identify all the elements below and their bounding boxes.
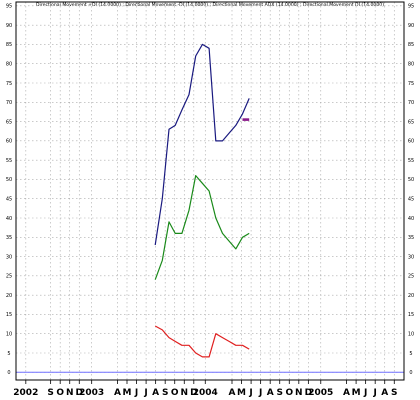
y-tick-label-left: 10: [6, 332, 12, 338]
y-tick-label-left: 80: [6, 62, 12, 68]
x-tick-label: D: [305, 388, 312, 398]
y-tick-label-left: 60: [6, 139, 12, 145]
y-tick-label-right: 65: [408, 119, 414, 125]
x-tick-label: O: [56, 388, 64, 398]
x-tick-label: 2003: [79, 388, 104, 398]
x-tick-label: J: [373, 388, 377, 398]
series-line-1: [154, 43, 250, 246]
y-tick-label-left: 90: [6, 23, 12, 29]
x-tick-label: N: [295, 388, 303, 398]
x-tick-label: J: [363, 388, 367, 398]
series-line-2: [154, 175, 250, 280]
x-tick-label: N: [180, 388, 188, 398]
y-tick-label-right: 35: [408, 235, 414, 241]
y-tick-label-left: 30: [6, 254, 12, 260]
y-tick-label-right: 50: [408, 177, 414, 183]
x-tick-label: D: [76, 388, 83, 398]
x-tick-label: A: [343, 388, 350, 398]
y-tick-label-right: 10: [408, 332, 414, 338]
y-tick-label-left: 40: [6, 216, 12, 222]
y-tick-label-right: 95: [408, 4, 414, 10]
x-tick-label: M: [237, 388, 246, 398]
y-tick-label-left: 50: [6, 177, 12, 183]
x-tick-label: D: [190, 388, 197, 398]
y-tick-label-right: 60: [408, 139, 414, 145]
y-tick-label-left: 15: [6, 312, 12, 318]
x-tick-label: J: [134, 388, 138, 398]
x-tick-label: N: [66, 388, 74, 398]
y-tick-label-left: 0: [7, 370, 10, 376]
y-tick-label-right: 75: [408, 81, 414, 87]
chart-title: Directional Movement +DI (14.0000) ; Dir…: [36, 2, 384, 8]
x-tick-label: S: [391, 388, 397, 398]
x-tick-label: J: [258, 388, 262, 398]
x-tick-label: A: [381, 388, 388, 398]
y-tick-label-left: 35: [6, 235, 12, 241]
x-tick-label: A: [152, 388, 159, 398]
y-tick-label-left: 85: [6, 42, 12, 48]
y-tick-label-left: 70: [6, 100, 12, 106]
x-tick-label: O: [285, 388, 293, 398]
x-tick-label: M: [123, 388, 132, 398]
y-tick-label-left: 5: [7, 351, 10, 357]
x-tick-label: J: [248, 388, 252, 398]
y-tick-label-right: 5: [409, 351, 412, 357]
gridlines: [16, 2, 404, 380]
y-tick-label-left: 65: [6, 119, 12, 125]
x-tick-label: A: [229, 388, 236, 398]
x-tick-label: A: [114, 388, 121, 398]
y-tick-label-left: 75: [6, 81, 12, 87]
series-layer: [154, 43, 250, 358]
y-tick-label-right: 85: [408, 42, 414, 48]
y-tick-label-right: 0: [409, 370, 412, 376]
y-tick-label-left: 25: [6, 274, 12, 280]
y-tick-label-right: 15: [408, 312, 414, 318]
y-tick-label-right: 70: [408, 100, 414, 106]
x-tick-label: J: [143, 388, 147, 398]
y-tick-label-right: 90: [408, 23, 414, 29]
y-tick-label-left: 45: [6, 197, 12, 203]
y-tick-label-left: 55: [6, 158, 12, 164]
y-tick-label-left: 95: [6, 4, 12, 10]
y-tick-label-right: 30: [408, 254, 414, 260]
y-tick-label-right: 80: [408, 62, 414, 68]
x-tick-label: A: [267, 388, 274, 398]
y-tick-label-right: 20: [408, 293, 414, 299]
series-line-3: [154, 325, 250, 358]
x-tick-label: S: [162, 388, 168, 398]
y-axis-left: 0 5 10 15 20 25 30 35 40 45 50 55 60 65 70 75 80 85 90 95: [6, 4, 12, 376]
x-tick-label: 2002: [13, 388, 38, 398]
y-tick-label-right: 40: [408, 216, 414, 222]
x-tick-label: 2004: [193, 388, 218, 398]
y-axis-right: 0 5 10 15 20 25 30 35 40 45 50 55 60 65 70 75 80 85 90 95: [408, 4, 414, 376]
x-tick-label: M: [352, 388, 361, 398]
y-tick-label-right: 45: [408, 197, 414, 203]
x-tick-label: O: [171, 388, 179, 398]
y-tick-label-right: 55: [408, 158, 414, 164]
y-tick-label-left: 20: [6, 293, 12, 299]
y-tick-label-right: 25: [408, 274, 414, 280]
x-tick-label: S: [47, 388, 53, 398]
x-tick-label: 2005: [308, 388, 333, 398]
x-tick-label: S: [276, 388, 282, 398]
